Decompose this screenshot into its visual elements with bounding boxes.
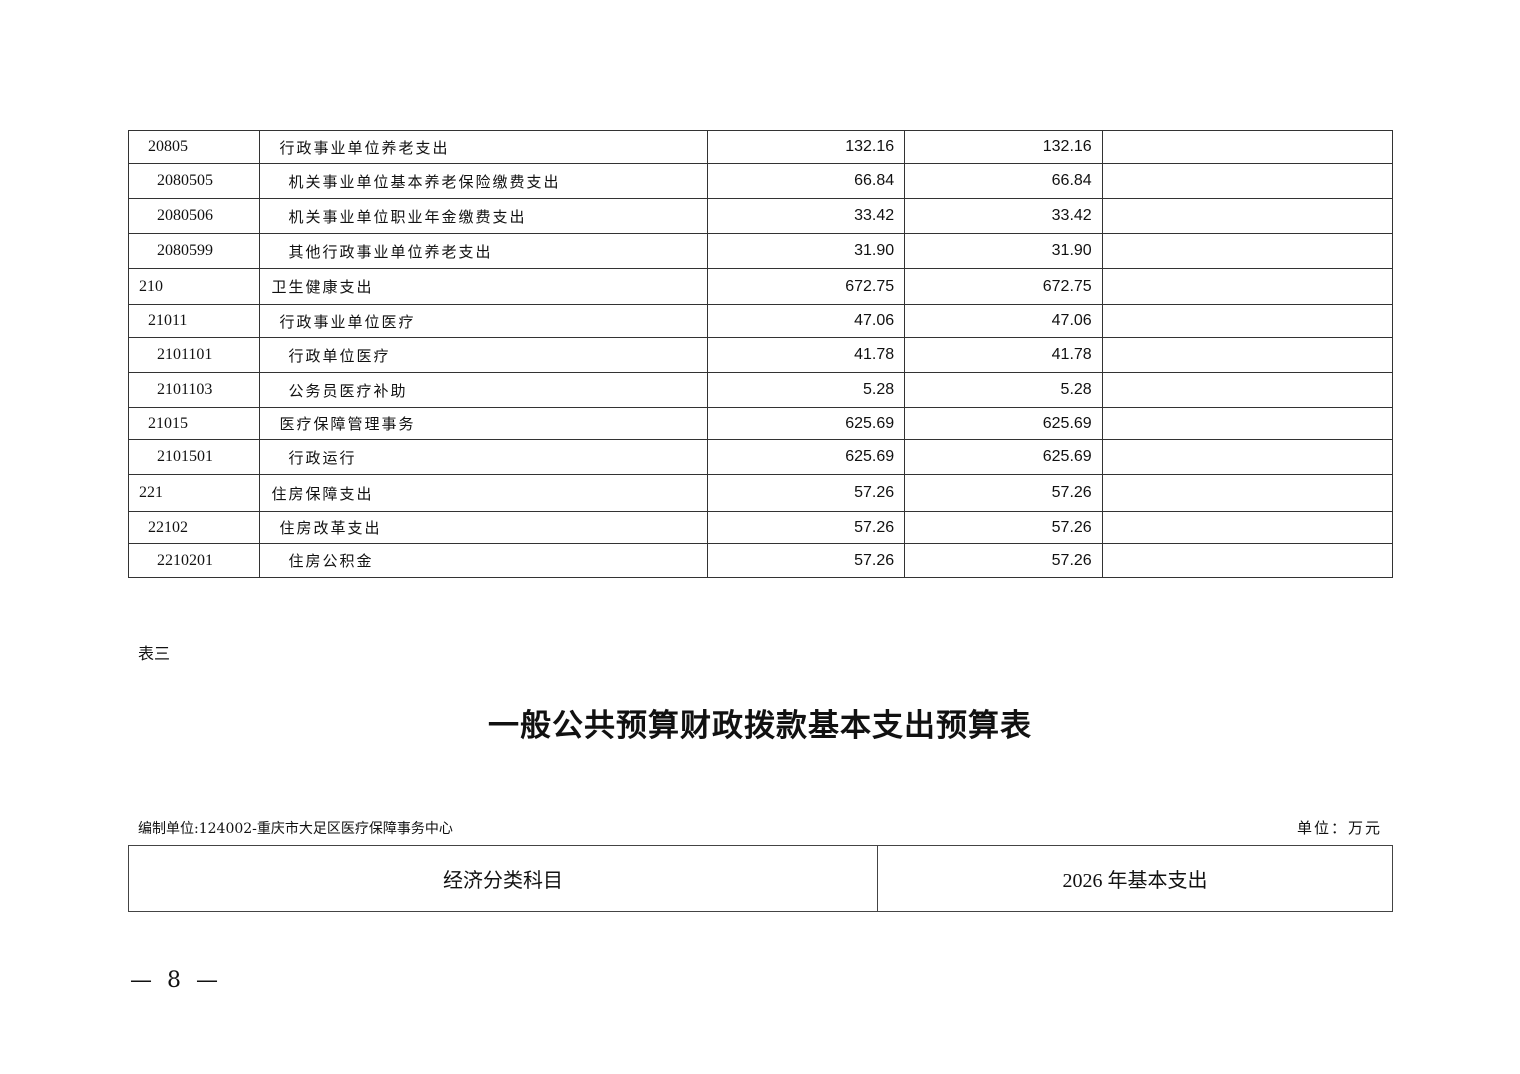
row-value-1: 625.69 bbox=[706, 407, 906, 440]
row-value-1: 5.28 bbox=[706, 372, 906, 408]
table-row: 20805 行政事业单位养老支出 132.16 132.16 bbox=[127, 130, 1394, 164]
table-row: 2101103 公务员医疗补助 5.28 5.28 bbox=[127, 372, 1394, 408]
row-code: 2101501 bbox=[127, 439, 261, 475]
row-name: 行政事业单位养老支出 bbox=[259, 130, 708, 164]
row-value-1: 57.26 bbox=[706, 511, 906, 544]
row-blank-cell bbox=[1101, 372, 1394, 408]
row-code: 221 bbox=[127, 474, 261, 512]
row-code: 21011 bbox=[127, 304, 261, 338]
row-blank-cell bbox=[1101, 407, 1394, 440]
row-value-2: 625.69 bbox=[904, 439, 1103, 475]
row-blank-cell bbox=[1101, 268, 1394, 305]
table-row: 2210201 住房公积金 57.26 57.26 bbox=[127, 543, 1394, 578]
row-blank-cell bbox=[1101, 511, 1394, 544]
row-value-2: 57.26 bbox=[904, 511, 1103, 544]
section-label: 表三 bbox=[138, 644, 171, 663]
row-value-1: 132.16 bbox=[706, 130, 906, 164]
row-value-1: 33.42 bbox=[706, 198, 906, 234]
row-code: 20805 bbox=[127, 130, 261, 164]
table-header-row: 经济分类科目 2026 年基本支出 bbox=[128, 845, 1393, 912]
table-row: 2080505 机关事业单位基本养老保险缴费支出 66.84 66.84 bbox=[127, 163, 1394, 199]
row-code: 210 bbox=[127, 268, 261, 305]
row-code: 22102 bbox=[127, 511, 261, 544]
page-title: 一般公共预算财政拨款基本支出预算表 bbox=[488, 708, 1032, 744]
row-value-2: 672.75 bbox=[904, 268, 1103, 305]
row-name: 机关事业单位职业年金缴费支出 bbox=[259, 198, 708, 234]
row-blank-cell bbox=[1101, 304, 1394, 338]
unit-label: 单位：万元 bbox=[1296, 819, 1382, 837]
row-blank-cell bbox=[1101, 543, 1394, 578]
row-blank-cell bbox=[1101, 163, 1394, 199]
row-value-1: 57.26 bbox=[706, 474, 906, 512]
row-code: 2080505 bbox=[127, 163, 261, 199]
page-number: — 8 — bbox=[130, 968, 222, 993]
row-value-1: 672.75 bbox=[706, 268, 906, 305]
row-name: 卫生健康支出 bbox=[259, 268, 708, 305]
compiling-unit: 编制单位:124002-重庆市大足区医疗保障事务中心 bbox=[138, 821, 453, 837]
expenditure-table: 20805 行政事业单位养老支出 132.16 132.16 2080505 机关事业单位… bbox=[127, 130, 1394, 578]
row-code: 21015 bbox=[127, 407, 261, 440]
row-name: 行政单位医疗 bbox=[259, 337, 708, 373]
row-name: 医疗保障管理事务 bbox=[259, 407, 708, 440]
row-blank-cell bbox=[1101, 337, 1394, 373]
row-value-2: 31.90 bbox=[904, 233, 1103, 269]
row-value-2: 625.69 bbox=[904, 407, 1103, 440]
table-row: 2101501 行政运行 625.69 625.69 bbox=[127, 439, 1394, 475]
row-name: 住房保障支出 bbox=[259, 474, 708, 512]
table-row: 2080506 机关事业单位职业年金缴费支出 33.42 33.42 bbox=[127, 198, 1394, 234]
row-blank-cell bbox=[1101, 439, 1394, 475]
basic-expenditure-table: 经济分类科目 2026 年基本支出 bbox=[128, 845, 1393, 912]
header-basic-expenditure: 2026 年基本支出 bbox=[877, 845, 1393, 912]
row-value-2: 57.26 bbox=[904, 474, 1103, 512]
table-row: 2101101 行政单位医疗 41.78 41.78 bbox=[127, 337, 1394, 373]
row-name: 住房改革支出 bbox=[259, 511, 708, 544]
row-value-1: 31.90 bbox=[706, 233, 906, 269]
row-value-2: 57.26 bbox=[904, 543, 1103, 578]
row-name: 公务员医疗补助 bbox=[259, 372, 708, 408]
row-value-2: 5.28 bbox=[904, 372, 1103, 408]
table-row: 22102 住房改革支出 57.26 57.26 bbox=[127, 511, 1394, 544]
row-name: 机关事业单位基本养老保险缴费支出 bbox=[259, 163, 708, 199]
row-blank-cell bbox=[1101, 130, 1394, 164]
table-row: 21015 医疗保障管理事务 625.69 625.69 bbox=[127, 407, 1394, 440]
row-name: 行政运行 bbox=[259, 439, 708, 475]
row-value-1: 625.69 bbox=[706, 439, 906, 475]
row-blank-cell bbox=[1101, 474, 1394, 512]
row-blank-cell bbox=[1101, 233, 1394, 269]
row-value-1: 41.78 bbox=[706, 337, 906, 373]
row-value-2: 33.42 bbox=[904, 198, 1103, 234]
row-value-1: 57.26 bbox=[706, 543, 906, 578]
row-name: 住房公积金 bbox=[259, 543, 708, 578]
table-row: 210 卫生健康支出 672.75 672.75 bbox=[127, 268, 1394, 305]
row-value-2: 66.84 bbox=[904, 163, 1103, 199]
row-value-1: 66.84 bbox=[706, 163, 906, 199]
row-code: 2101101 bbox=[127, 337, 261, 373]
row-value-2: 47.06 bbox=[904, 304, 1103, 338]
table-row: 21011 行政事业单位医疗 47.06 47.06 bbox=[127, 304, 1394, 338]
row-code: 2210201 bbox=[127, 543, 261, 578]
row-value-2: 41.78 bbox=[904, 337, 1103, 373]
row-code: 2080599 bbox=[127, 233, 261, 269]
header-economic-category: 经济分类科目 bbox=[128, 845, 878, 912]
row-name: 其他行政事业单位养老支出 bbox=[259, 233, 708, 269]
row-value-1: 47.06 bbox=[706, 304, 906, 338]
table-row: 221 住房保障支出 57.26 57.26 bbox=[127, 474, 1394, 512]
row-blank-cell bbox=[1101, 198, 1394, 234]
row-code: 2080506 bbox=[127, 198, 261, 234]
row-value-2: 132.16 bbox=[904, 130, 1103, 164]
row-name: 行政事业单位医疗 bbox=[259, 304, 708, 338]
table-row: 2080599 其他行政事业单位养老支出 31.90 31.90 bbox=[127, 233, 1394, 269]
row-code: 2101103 bbox=[127, 372, 261, 408]
